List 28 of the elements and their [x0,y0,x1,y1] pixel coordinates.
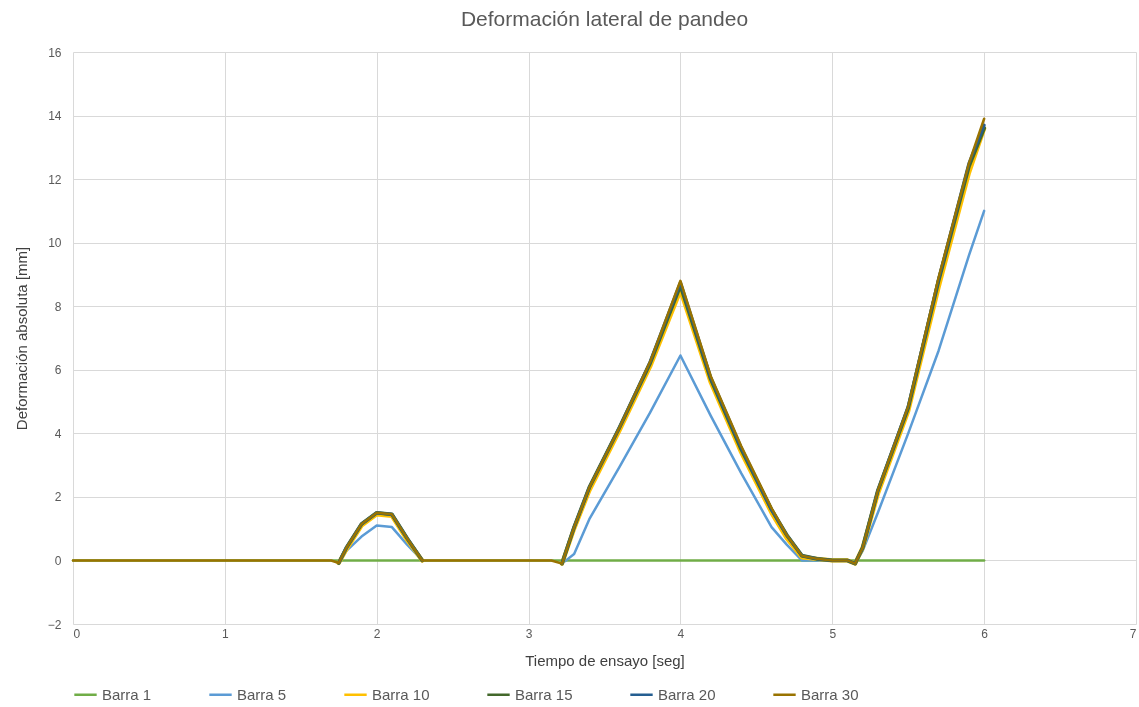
x-tick-label: 5 [829,626,837,641]
x-tick-label: 6 [981,626,989,641]
y-axis-title: Deformación absoluta [mm] [12,246,30,431]
x-tick-label: 3 [525,626,533,641]
x-tick-label: 1 [222,626,230,641]
x-tick-label: 7 [1129,626,1137,641]
y-tick-label: −2 [47,617,62,632]
y-tick-label: 4 [54,426,62,441]
x-axis-title: Tiempo de ensayo [seg] [525,651,685,669]
y-tick-label: 2 [54,490,62,505]
x-tick-label: 0 [73,626,81,641]
y-tick-label: 16 [48,45,62,60]
legend-label: Barra 15 [515,685,573,703]
legend-label: Barra 5 [237,685,287,703]
legend-label: Barra 10 [372,685,430,703]
y-tick-label: 14 [48,109,62,124]
legend-label: Barra 30 [801,685,859,703]
legend-label: Barra 20 [658,685,716,703]
x-tick-label: 4 [677,626,685,641]
y-tick-label: 6 [54,363,62,378]
y-tick-label: 12 [48,172,62,187]
y-tick-label: 0 [54,553,62,568]
line-series [71,117,986,565]
y-tick-label: 8 [54,299,62,314]
legend-label: Barra 1 [102,685,152,703]
chart-title: Deformación lateral de pandeo [460,7,749,30]
y-tick-label: 10 [48,236,62,251]
x-tick-label: 2 [373,626,381,641]
